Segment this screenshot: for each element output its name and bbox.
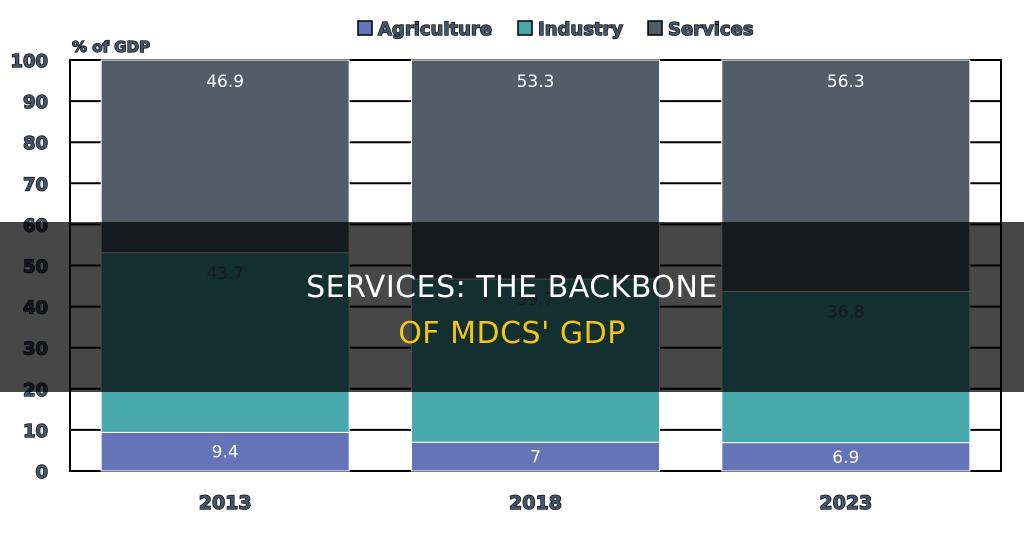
x-category-label: 2023 — [819, 492, 872, 514]
legend-label: Agriculture — [378, 19, 492, 40]
title-banner — [0, 222, 1024, 392]
y-axis-title: % of GDP — [72, 38, 150, 56]
legend-swatch-industry — [517, 20, 533, 36]
data-label: 6.9 — [832, 448, 859, 468]
data-label: 46.9 — [206, 72, 244, 92]
legend-swatch-agriculture — [357, 20, 373, 36]
legend-label: Industry — [538, 19, 623, 40]
bar-segment-agriculture — [411, 441, 660, 472]
y-tick-label: 90 — [23, 92, 48, 113]
data-label: 7 — [530, 448, 541, 468]
data-label: 53.3 — [517, 72, 555, 92]
bar-segment-agriculture — [100, 431, 350, 472]
x-category-label: 2013 — [199, 492, 252, 514]
y-tick-label: 0 — [35, 462, 48, 483]
headline-line-1: SERVICES: THE BACKBONE — [306, 270, 718, 305]
y-tick-label: 100 — [10, 51, 48, 72]
bar-segment-services — [100, 59, 350, 254]
legend-label: Services — [668, 19, 754, 40]
data-label: 9.4 — [212, 443, 239, 463]
y-tick-label: 10 — [23, 421, 48, 442]
headline-line-2: OF MDCS' GDP — [398, 316, 626, 351]
data-label: 56.3 — [827, 72, 865, 92]
y-tick-label: 80 — [23, 133, 48, 154]
legend-swatch-services — [647, 20, 663, 36]
y-tick-label: 70 — [23, 174, 48, 195]
x-category-label: 2018 — [509, 492, 562, 514]
